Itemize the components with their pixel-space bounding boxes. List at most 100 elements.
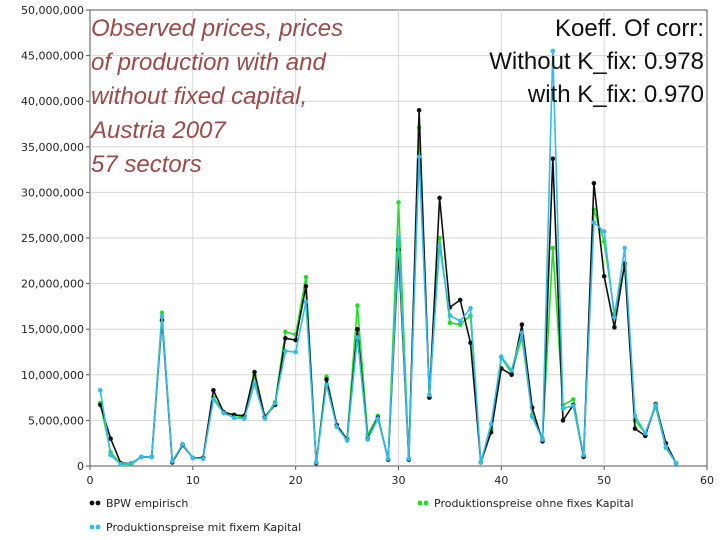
series-layer bbox=[98, 48, 679, 467]
series-mit-fixem-kapital-point bbox=[252, 381, 257, 387]
x-tick-label: 0 bbox=[87, 474, 94, 487]
series-mit-fixem-kapital-point bbox=[622, 245, 627, 251]
series-mit-fixem-kapital-point bbox=[365, 437, 371, 442]
series-mit-fixem-kapital-point bbox=[509, 367, 514, 373]
series-mit-fixem-kapital-point bbox=[272, 400, 278, 406]
series-ohne-fixes-kapital-point bbox=[303, 274, 309, 280]
series-mit-fixem-kapital-point bbox=[612, 315, 617, 320]
annotation-title-line: Observed prices, prices bbox=[91, 15, 344, 42]
y-tick-label: 20,000,000 bbox=[21, 278, 84, 291]
series-mit-fixem-kapital-point bbox=[231, 415, 237, 421]
series-mit-fixem-kapital-point bbox=[221, 410, 226, 416]
legend-label: BPW empirisch bbox=[106, 497, 188, 510]
series-mit-fixem-kapital-point bbox=[406, 456, 412, 462]
series-mit-fixem-kapital-point bbox=[149, 454, 154, 460]
series-mit-fixem-kapital-point bbox=[601, 229, 607, 234]
series-ohne-fixes-kapital-point bbox=[447, 320, 453, 326]
series-mit-fixem-kapital-point bbox=[643, 430, 648, 436]
series-bpw-empirisch-point bbox=[252, 369, 257, 375]
series-bpw-empirisch-point bbox=[591, 181, 597, 186]
series-bpw-empirisch-point bbox=[98, 402, 103, 408]
series-bpw-empirisch-point bbox=[293, 337, 299, 343]
x-tick-label: 30 bbox=[392, 474, 406, 487]
series-mit-fixem-kapital-point bbox=[591, 220, 597, 225]
series-mit-fixem-kapital-point bbox=[663, 444, 669, 450]
series-mit-fixem-kapital-point bbox=[427, 392, 432, 398]
series-mit-fixem-kapital-point bbox=[170, 459, 175, 464]
series-bpw-empirisch-point bbox=[211, 388, 216, 393]
series-bpw-empirisch-point bbox=[437, 195, 442, 201]
series-mit-fixem-kapital-point bbox=[159, 314, 165, 319]
series-mit-fixem-kapital-point bbox=[519, 330, 525, 336]
series-mit-fixem-kapital-point bbox=[324, 382, 329, 388]
series-mit-fixem-kapital-point bbox=[581, 452, 586, 458]
series-bpw-empirisch-point bbox=[283, 336, 288, 341]
series-mit-fixem-kapital-point bbox=[416, 154, 422, 160]
series-mit-fixem-kapital-point bbox=[355, 335, 360, 340]
y-tick-label: 45,000,000 bbox=[21, 50, 84, 63]
series-mit-fixem-kapital-point bbox=[108, 452, 113, 458]
axes: 0 5,000,000 10,000,000 15,000,000 20,000,000… bbox=[21, 4, 714, 487]
series-mit-fixem-kapital-point bbox=[262, 416, 268, 421]
series-bpw-empirisch-point bbox=[519, 322, 525, 327]
series-mit-fixem-kapital-point bbox=[190, 455, 196, 461]
series-mit-fixem-kapital-point bbox=[437, 243, 442, 249]
y-tick-label: 35,000,000 bbox=[21, 141, 84, 154]
series-bpw-empirisch-point bbox=[108, 436, 113, 441]
series-mit-fixem-kapital-point bbox=[499, 354, 504, 359]
x-tick-label: 40 bbox=[494, 474, 508, 487]
series-mit-fixem-kapital-point bbox=[540, 437, 545, 442]
series-ohne-fixes-kapital-point bbox=[283, 329, 288, 335]
series-ohne-fixes-kapital-point bbox=[396, 200, 401, 205]
y-tick-label: 40,000,000 bbox=[21, 95, 84, 108]
series-ohne-fixes-kapital-point bbox=[571, 397, 576, 402]
series-mit-fixem-kapital-point bbox=[653, 402, 658, 408]
series-bpw-empirisch-point bbox=[550, 156, 556, 161]
series-mit-fixem-kapital-point bbox=[128, 461, 134, 466]
series-mit-fixem-kapital-point bbox=[118, 461, 124, 467]
series-mit-fixem-kapital-point bbox=[200, 456, 206, 462]
y-tick-label: 30,000,000 bbox=[21, 186, 84, 199]
annotation-title-line: without fixed capital, bbox=[91, 83, 308, 110]
legend-marker bbox=[95, 524, 101, 530]
y-tick-label: 5,000,000 bbox=[28, 414, 84, 427]
series-mit-fixem-kapital-point bbox=[529, 414, 535, 420]
legend-marker bbox=[95, 500, 101, 506]
series-ohne-fixes-kapital-point bbox=[550, 245, 556, 251]
series-mit-fixem-kapital-point bbox=[180, 441, 185, 447]
series-bpw-empirisch-point bbox=[632, 426, 638, 431]
legend-label: Produktionspreise mit fixem Kapital bbox=[106, 521, 301, 534]
correlation-annotation: Koeff. Of corr: Without K_fix: 0.978 wit… bbox=[384, 12, 704, 111]
y-tick-label: 10,000,000 bbox=[21, 369, 84, 382]
series-mit-fixem-kapital-point bbox=[488, 421, 494, 427]
x-tick-label: 60 bbox=[700, 474, 714, 487]
annotation-title-line: 57 sectors bbox=[91, 151, 202, 178]
series-mit-fixem-kapital-point bbox=[447, 313, 453, 318]
annotation-title-line: Austria 2007 bbox=[91, 117, 226, 144]
x-tick-label: 20 bbox=[289, 474, 303, 487]
series-bpw-empirisch-point bbox=[468, 340, 473, 346]
series-mit-fixem-kapital-point bbox=[632, 413, 638, 419]
legend-marker bbox=[417, 500, 423, 506]
correlation-line: Without K_fix: 0.978 bbox=[489, 48, 704, 75]
series-mit-fixem-kapital-point bbox=[242, 416, 247, 421]
series-ohne-fixes-kapital-point bbox=[159, 310, 165, 316]
legend-label: Produktionspreise ohne fixes Kapital bbox=[434, 497, 634, 510]
chart-annotation-title: Observed prices, prices of production wi… bbox=[91, 12, 421, 182]
series-mit-fixem-kapital-point bbox=[478, 460, 484, 465]
y-tick-label: 0 bbox=[77, 460, 84, 473]
series-mit-fixem-kapital-point bbox=[396, 235, 401, 241]
series-mit-fixem-kapital-point bbox=[98, 388, 103, 393]
series-ohne-fixes-kapital-point bbox=[437, 235, 442, 241]
legend-marker bbox=[423, 500, 429, 506]
series-bpw-empirisch-point bbox=[324, 377, 329, 382]
legend-marker bbox=[89, 524, 95, 530]
legend: BPW empirisch Produktionspreise ohne fixe… bbox=[89, 497, 634, 534]
series-mit-fixem-kapital-point bbox=[571, 403, 576, 409]
series-mit-fixem-kapital-point bbox=[375, 416, 381, 421]
series-mit-fixem-kapital-point bbox=[334, 424, 340, 430]
y-tick-label: 50,000,000 bbox=[21, 4, 84, 17]
series-mit-fixem-kapital-point bbox=[211, 397, 216, 402]
series-mit-fixem-kapital-point bbox=[313, 460, 319, 465]
series-mit-fixem-kapital-point bbox=[385, 456, 391, 462]
